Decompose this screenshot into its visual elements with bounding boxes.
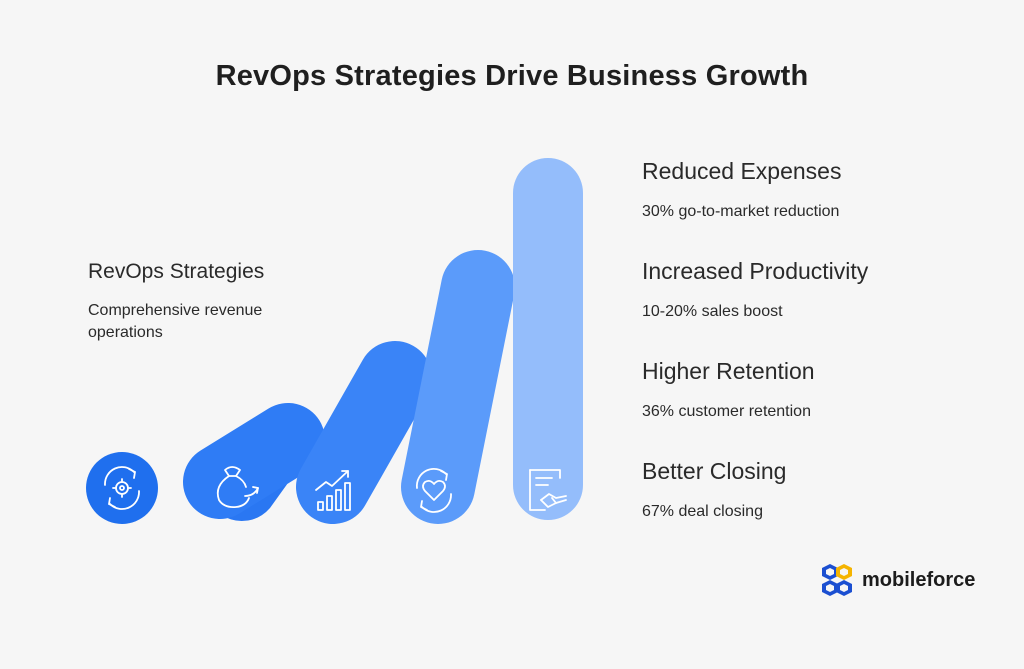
strategies-heading: RevOps Strategies [88,260,265,283]
benefit-title: Increased Productivity [642,258,869,284]
contract-handshake-icon [529,469,567,511]
benefit-item: Reduced Expenses 30% go-to-market reduct… [642,155,1002,255]
benefit-title: Better Closing [642,458,787,484]
benefit-item: Higher Retention 36% customer retention [642,355,1002,455]
bar-pill-3 [401,250,515,524]
benefit-item: Increased Productivity 10-20% sales boos… [642,255,1002,355]
money-bag-icon [216,466,259,509]
benefit-title: Reduced Expenses [642,158,842,184]
benefits-list: Reduced Expenses 30% go-to-market reduct… [642,155,1002,555]
strategy-circle [86,452,158,524]
strategies-block: RevOps Strategies Comprehensive revenue … [88,258,308,344]
benefit-desc: 30% go-to-market reduction [642,203,840,220]
bar-pill-1-body [183,403,325,519]
benefit-desc: 67% deal closing [642,503,763,520]
mobileforce-logo-icon [822,564,852,596]
mobileforce-logo: mobileforce [818,562,975,598]
gear-cycle-icon [104,466,140,510]
growth-chart-icon [315,470,351,511]
benefit-title: Higher Retention [642,358,815,384]
heart-cycle-icon [416,468,452,513]
page-title: RevOps Strategies Drive Business Growth [215,60,809,92]
benefit-desc: 10-20% sales boost [642,303,783,320]
logo-text: mobileforce [862,568,976,591]
strategies-description: Comprehensive revenue operations [88,302,263,341]
benefit-item: Better Closing 67% deal closing [642,455,1002,555]
benefit-desc: 36% customer retention [642,403,811,420]
bar-pill-2 [296,341,432,524]
